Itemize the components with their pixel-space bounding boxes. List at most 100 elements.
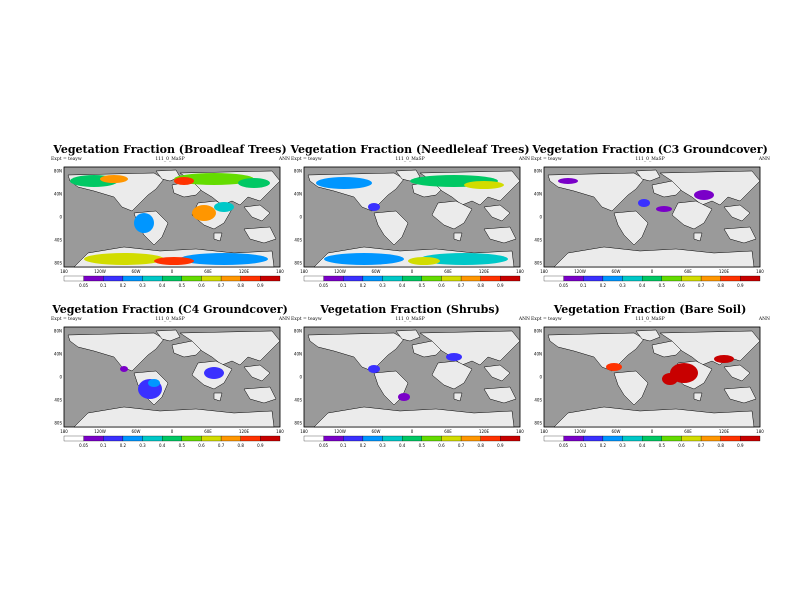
- colorbar-tick-label: 0.1: [580, 283, 587, 288]
- lon-tick-label: 120W: [94, 269, 106, 273]
- colorbar-tick-label: 0.2: [360, 283, 367, 288]
- colorbar-swatch: [661, 435, 682, 442]
- colorbar-swatch: [122, 275, 143, 282]
- colorbar-swatch: [382, 435, 403, 442]
- colorbar-tick-label: 0.7: [698, 443, 705, 448]
- panel-title: Vegetation Fraction (Bare Soil): [553, 303, 747, 316]
- veg-patch: [638, 199, 650, 207]
- lat-tick-label: 0: [539, 215, 542, 220]
- lon-tick-label: 120W: [334, 429, 346, 433]
- panel-title: Vegetation Fraction (Needleleaf Trees): [290, 143, 530, 156]
- colorbar-swatch: [220, 275, 241, 282]
- colorbar-swatch: [162, 275, 182, 282]
- colorbar-tick-label: 0.2: [600, 443, 607, 448]
- colorbar-tick-label: 0.3: [619, 443, 626, 448]
- veg-patch: [368, 365, 380, 373]
- lat-tick-label: 40S: [534, 238, 542, 243]
- colorbar-swatch: [201, 275, 222, 282]
- colorbar-swatch: [343, 435, 364, 442]
- lon-tick-label: 120W: [574, 269, 586, 273]
- colorbar-swatch: [583, 435, 604, 442]
- lon-tick-label: 180: [516, 429, 524, 433]
- colorbar-tick-label: 0.6: [438, 283, 445, 288]
- period-label: ANN: [518, 317, 530, 322]
- lon-tick-label: 120E: [479, 429, 490, 433]
- lon-tick-label: 120E: [719, 269, 730, 273]
- lat-tick-label: 80N: [54, 169, 62, 174]
- colorbar-tick-label: 0.05: [559, 283, 568, 288]
- colorbar-tick-label: 0.4: [399, 443, 406, 448]
- panel-title: Vegetation Fraction (Broadleaf Trees): [53, 143, 287, 156]
- colorbar-swatch: [642, 275, 662, 282]
- colorbar-swatch: [303, 275, 324, 282]
- colorbar-tick-label: 0.1: [100, 283, 107, 288]
- lat-tick-label: 40N: [54, 192, 62, 197]
- lat-tick-label: 0: [299, 375, 302, 380]
- lat-tick-label: 80S: [54, 261, 62, 266]
- colorbar-tick-label: 0.05: [559, 443, 568, 448]
- map-plot: 80N 40N 0 40S 80S 180 120W 60W 0 60E 120E 180: [54, 326, 284, 433]
- lat-tick-label: 40N: [534, 352, 542, 357]
- colorbar-tick-label: 0.9: [257, 443, 264, 448]
- colorbar: 0.05 0.1 0.2 0.3 0.4 0.5 0.6 0.7 0.8 0.9: [63, 275, 281, 288]
- colorbar-tick-label: 0.2: [600, 283, 607, 288]
- lon-tick-label: 180: [756, 269, 764, 273]
- colorbar-swatch: [700, 435, 721, 442]
- lon-tick-label: 60E: [684, 269, 692, 273]
- colorbar-tick-label: 0.9: [497, 443, 504, 448]
- expt-label: Expt = teayw: [291, 157, 322, 162]
- colorbar-swatch: [63, 435, 84, 442]
- colorbar: 0.05 0.1 0.2 0.3 0.4 0.5 0.6 0.7 0.8 0.9: [303, 275, 521, 288]
- colorbar-tick-label: 0.6: [198, 283, 205, 288]
- colorbar-tick-label: 0.3: [379, 443, 386, 448]
- colorbar-swatch: [543, 275, 564, 282]
- lon-tick-label: 120E: [239, 269, 250, 273]
- lon-tick-label: 0: [171, 429, 174, 433]
- colorbar-tick-label: 0.7: [458, 443, 465, 448]
- colorbar-tick-label: 0.8: [718, 443, 725, 448]
- colorbar-swatch: [142, 275, 163, 282]
- lon-tick-label: 120W: [574, 429, 586, 433]
- colorbar-swatch: [201, 435, 222, 442]
- run-label: 111_0_MaSP: [395, 317, 425, 322]
- colorbar-tick-label: 0.6: [678, 443, 685, 448]
- veg-patch: [148, 379, 160, 387]
- colorbar-tick-label: 0.9: [497, 283, 504, 288]
- colorbar-tick-label: 0.5: [659, 283, 666, 288]
- veg-patch: [714, 355, 734, 363]
- panel-title: Vegetation Fraction (Shrubs): [320, 303, 500, 316]
- colorbar-tick-label: 0.9: [737, 443, 744, 448]
- lat-tick-label: 0: [299, 215, 302, 220]
- lon-tick-label: 60E: [204, 269, 212, 273]
- colorbar-tick-label: 0.3: [379, 283, 386, 288]
- colorbar-swatch: [402, 435, 422, 442]
- lat-tick-label: 80N: [534, 329, 542, 334]
- period-label: ANN: [278, 317, 290, 322]
- colorbar-swatch: [720, 275, 741, 282]
- lon-tick-label: 120E: [719, 429, 730, 433]
- expt-label: Expt = teayw: [51, 317, 82, 322]
- lon-tick-label: 60W: [371, 429, 380, 433]
- veg-patch: [238, 178, 270, 188]
- colorbar-swatch: [240, 275, 261, 282]
- colorbar-swatch: [681, 435, 702, 442]
- lat-tick-label: 80S: [294, 421, 302, 426]
- lon-tick-label: 60W: [371, 269, 380, 273]
- map-panel-c4-groundcover: Vegetation Fraction (C4 Groundcover) Expt…: [50, 303, 290, 468]
- colorbar: 0.05 0.1 0.2 0.3 0.4 0.5 0.6 0.7 0.8 0.9: [303, 435, 521, 448]
- colorbar-swatch: [220, 435, 241, 442]
- colorbar-swatch: [480, 275, 501, 282]
- colorbar-tick-label: 0.7: [698, 283, 705, 288]
- lon-tick-label: 0: [651, 429, 654, 433]
- veg-patch: [174, 177, 194, 185]
- colorbar-swatch: [740, 435, 761, 442]
- colorbar-swatch: [500, 275, 521, 282]
- colorbar-tick-label: 0.4: [159, 443, 166, 448]
- colorbar-swatch: [103, 275, 124, 282]
- colorbar-swatch: [323, 275, 344, 282]
- lat-tick-label: 40N: [294, 352, 302, 357]
- colorbar-tick-label: 0.2: [360, 443, 367, 448]
- lon-tick-label: 180: [276, 429, 284, 433]
- lat-tick-label: 40N: [534, 192, 542, 197]
- colorbar-tick-label: 0.5: [179, 443, 186, 448]
